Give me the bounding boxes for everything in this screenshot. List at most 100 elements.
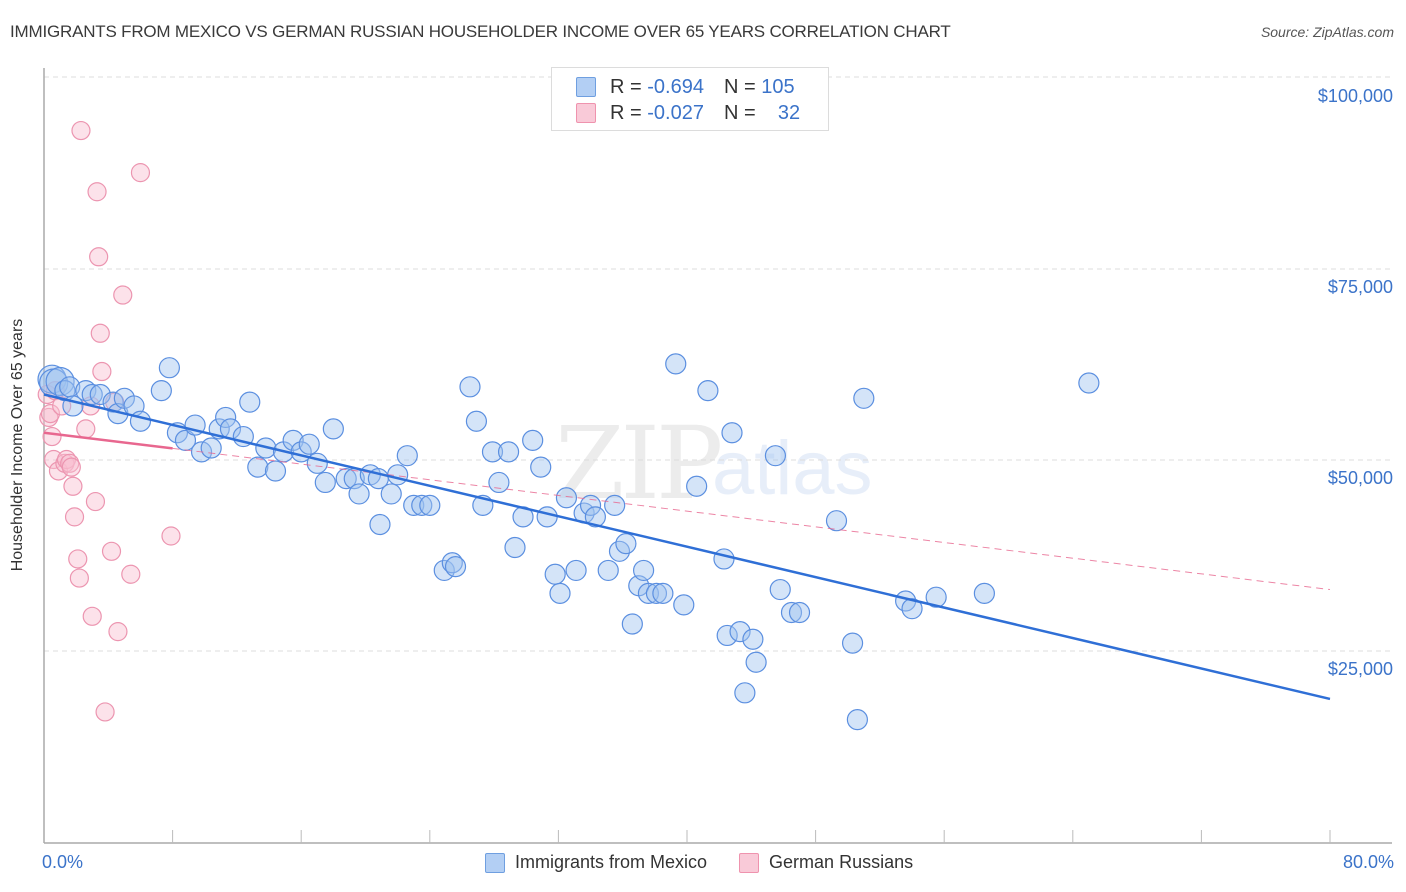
data-point <box>621 613 643 635</box>
data-point <box>788 601 811 624</box>
data-point <box>264 460 287 482</box>
data-point <box>108 622 128 642</box>
data-point <box>729 621 751 643</box>
data-point <box>504 536 526 559</box>
data-point <box>158 357 180 379</box>
data-point <box>565 559 587 582</box>
data-point <box>200 437 222 459</box>
axes <box>43 68 1392 844</box>
data-point <box>42 426 62 447</box>
pink-swatch-icon <box>739 852 760 873</box>
data-point <box>584 506 606 528</box>
data-point <box>419 494 441 516</box>
trend-lines <box>43 393 1331 701</box>
data-point <box>92 361 112 382</box>
data-point <box>87 182 107 202</box>
data-point <box>215 406 237 429</box>
data-point <box>973 582 995 604</box>
data-point <box>90 323 110 343</box>
chart-title: IMMIGRANTS FROM MEXICO VS GERMAN RUSSIAN… <box>10 22 951 41</box>
data-point <box>481 441 504 463</box>
data-point <box>322 418 344 440</box>
data-point <box>841 632 864 654</box>
data-point <box>769 578 791 601</box>
legend-row-mexico: R = -0.694 N = 105 <box>576 76 795 98</box>
r-label: R = <box>610 75 642 98</box>
blue-swatch-icon <box>485 852 505 873</box>
data-point <box>40 404 61 424</box>
data-point <box>925 586 947 608</box>
data-point <box>71 120 91 141</box>
data-point <box>113 285 133 305</box>
data-point <box>161 526 181 546</box>
data-point <box>69 568 89 588</box>
data-point <box>89 383 111 406</box>
data-point <box>52 396 72 416</box>
source-credit: Source: ZipAtlas.com <box>1260 24 1394 40</box>
data-point <box>61 457 81 477</box>
legend-label: German Russians <box>769 852 914 872</box>
x-tick-min: 0.0% <box>42 852 84 872</box>
data-point <box>298 433 320 455</box>
data-point <box>403 494 425 516</box>
data-point <box>95 702 115 722</box>
y-axis-label: Householder Income Over 65 years <box>9 318 26 572</box>
data-point <box>247 456 269 478</box>
data-point <box>89 247 109 267</box>
data-point <box>536 506 558 528</box>
data-point <box>488 471 510 494</box>
data-point <box>465 410 488 432</box>
data-point <box>81 383 103 406</box>
data-point <box>85 491 106 512</box>
r-value: -0.027 <box>647 101 704 124</box>
data-point <box>549 582 571 604</box>
data-point <box>239 391 261 413</box>
series-legend: Immigrants from Mexico German Russians <box>485 852 945 873</box>
data-point <box>697 380 719 402</box>
data-point <box>129 410 152 432</box>
data-point <box>652 582 674 604</box>
legend-item-mexico[interactable]: Immigrants from Mexico <box>485 852 707 873</box>
pink-swatch-icon <box>576 103 596 123</box>
y-tick-75000: $75,000 <box>1327 277 1393 297</box>
watermark-zip: ZIP <box>555 405 723 522</box>
data-point <box>335 468 357 490</box>
y-tick-50000: $50,000 <box>1327 468 1393 488</box>
n-label: N = <box>723 75 756 98</box>
data-point <box>433 559 455 582</box>
data-point <box>713 548 735 570</box>
data-point <box>497 441 520 463</box>
r-label: R = <box>610 101 642 124</box>
data-point <box>282 429 304 451</box>
data-point <box>76 419 96 439</box>
data-point <box>411 494 433 516</box>
x-tick-max: 80.0% <box>1342 852 1394 872</box>
data-point <box>63 476 83 496</box>
data-point <box>615 533 637 555</box>
data-point <box>604 494 626 516</box>
data-point <box>825 510 848 532</box>
data-point <box>68 549 88 569</box>
blue-swatch-icon <box>576 77 596 97</box>
n-value: 105 <box>761 75 795 98</box>
data-point <box>444 555 467 578</box>
data-point <box>64 507 85 527</box>
data-point <box>901 598 923 620</box>
data-point <box>544 563 566 585</box>
legend-item-german-russians[interactable]: German Russians <box>739 852 913 873</box>
data-point <box>82 606 102 626</box>
data-point <box>441 552 463 574</box>
n-label: N = <box>723 101 756 124</box>
data-point <box>780 601 803 624</box>
data-point <box>130 163 151 183</box>
data-point <box>686 475 708 497</box>
legend-row-german-russians: R = -0.027 N = 32 <box>576 102 800 124</box>
data-point <box>314 471 336 494</box>
data-point <box>645 582 668 604</box>
correlation-legend: R = -0.694 N = 105 R = -0.027 N = 32 <box>551 67 829 131</box>
data-point <box>846 708 868 731</box>
y-tick-100000: $100,000 <box>1317 86 1393 106</box>
data-point <box>1078 372 1100 394</box>
n-value: 32 <box>777 101 801 124</box>
